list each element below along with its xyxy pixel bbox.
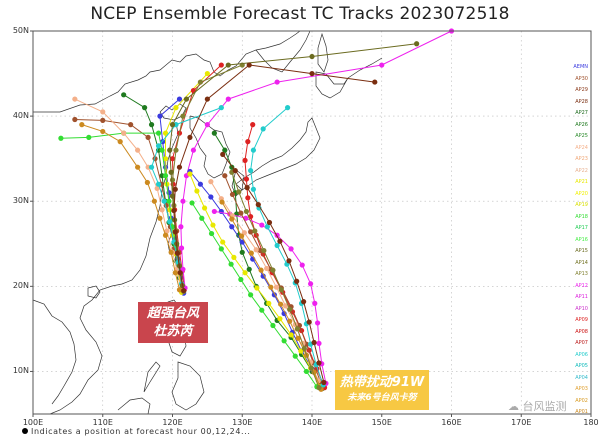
coastline-sakhalin <box>317 32 329 73</box>
coastlines <box>32 30 383 415</box>
legend-item-ap10: AP10 <box>575 305 588 312</box>
annotation-doksuri-line2: 杜苏芮 <box>153 324 193 339</box>
legend-item-ap26: AP26 <box>575 121 588 128</box>
coastline-korea <box>189 115 231 179</box>
legend: AEMN AP30 AP29 AP28 AP27 AP26 AP25 AP24 AP23 AP22… <box>560 62 588 419</box>
legend-item-ap18: AP18 <box>575 213 588 220</box>
lat-label-30n: 30N <box>12 196 29 206</box>
watermark-text: 台风监测 <box>522 400 567 413</box>
legend-item-ap08: AP08 <box>575 328 588 335</box>
track-10 <box>79 122 183 293</box>
track-18 <box>189 200 320 390</box>
wechat-icon: ☁ <box>508 400 519 413</box>
legend-item-aemn: AEMN <box>573 64 588 70</box>
legend-item-ap20: AP20 <box>575 190 588 197</box>
legend-item-ap12: AP12 <box>575 282 588 289</box>
annotation-91w-line1: 热带扰动91W <box>339 375 425 390</box>
lon-label-180: 180 <box>583 418 599 427</box>
coastline-primorye <box>255 30 311 73</box>
legend-item-ap30: AP30 <box>575 75 588 82</box>
footnote: Indicates a position at forecast hour 00… <box>22 427 250 436</box>
footnote-text: Indicates a position at forecast hour 00… <box>31 427 251 436</box>
coastline-kurils <box>347 57 383 79</box>
lat-label-20n: 20N <box>12 281 29 291</box>
lon-label-110e: 110E <box>92 418 113 427</box>
legend-item-ap05: AP05 <box>575 363 588 369</box>
coastline-hainan <box>87 285 101 299</box>
track-4 <box>72 116 185 291</box>
lat-label-40n: 40N <box>12 111 29 121</box>
coastline-bohai <box>159 103 187 121</box>
legend-item-ap14: AP14 <box>575 259 588 266</box>
legend-item-ap27: AP27 <box>575 110 588 116</box>
axis-ticks <box>30 30 592 417</box>
lat-label-10n: 10N <box>12 366 29 376</box>
legend-item-ap07: AP07 <box>575 340 588 346</box>
annotation-91w-line2: 未来6号台风卡努 <box>347 393 417 403</box>
position-dot-icon <box>22 428 28 434</box>
legend-item-ap02: AP02 <box>575 397 588 404</box>
legend-item-ap28: AP28 <box>575 98 588 105</box>
legend-item-ap04: AP04 <box>575 374 588 381</box>
coastline-philippines-south <box>171 361 205 411</box>
legend-item-ap11: AP11 <box>575 294 588 300</box>
legend-item-ap13: AP13 <box>575 271 588 277</box>
legend-item-ap15: AP15 <box>575 248 588 254</box>
track-15 <box>242 122 328 391</box>
lon-label-100e: 100E <box>22 418 44 427</box>
annotation-doksuri: 超强台风 杜苏芮 <box>138 302 208 343</box>
coastline-china <box>33 30 301 113</box>
track-24 <box>220 151 327 386</box>
watermark: ☁ 台风监测 <box>508 398 567 414</box>
coastline-borneo <box>117 397 151 415</box>
legend-item-ap29: AP29 <box>575 87 588 93</box>
legend-item-ap06: AP06 <box>575 351 588 358</box>
track-2 <box>162 70 210 295</box>
legend-item-ap19: AP19 <box>575 202 588 208</box>
legend-item-ap24: AP24 <box>575 144 588 151</box>
annotation-doksuri-line1: 超强台风 <box>146 306 199 321</box>
legend-item-ap25: AP25 <box>575 133 588 139</box>
lon-label-130e: 130E <box>232 418 253 427</box>
lat-label-50n: 50N <box>12 26 29 35</box>
legend-item-ap03: AP03 <box>575 386 588 392</box>
coastline-hokkaido <box>315 71 349 99</box>
lon-label-170e: 170E <box>511 418 532 427</box>
lon-label-150e: 150E <box>371 418 392 427</box>
legend-item-ap21: AP21 <box>575 179 588 185</box>
track-17 <box>211 208 329 386</box>
chart-title: NCEP Ensemble Forecast TC Tracks 2023072… <box>90 4 510 24</box>
track-8 <box>178 28 455 291</box>
track-21 <box>208 179 321 384</box>
legend-item-ap01: AP01 <box>575 409 588 415</box>
coastline-vietnam <box>32 299 77 405</box>
track-23 <box>229 169 322 391</box>
ensemble-tracks <box>58 28 455 392</box>
annotation-91w: 热带扰动91W 未来6号台风卡努 <box>335 370 429 410</box>
legend-item-ap22: AP22 <box>575 167 588 174</box>
legend-item-ap09: AP09 <box>575 317 588 323</box>
lon-label-140e: 140E <box>301 418 323 427</box>
legend-item-ap17: AP17 <box>575 225 588 231</box>
lon-label-160e: 160E <box>441 418 462 427</box>
legend-item-ap16: AP16 <box>575 236 588 243</box>
track-12 <box>171 62 378 294</box>
coastline-east-china <box>49 121 179 415</box>
coastline-palawan <box>143 361 161 393</box>
legend-item-ap23: AP23 <box>575 156 588 162</box>
lon-label-120e: 120E <box>162 418 183 427</box>
